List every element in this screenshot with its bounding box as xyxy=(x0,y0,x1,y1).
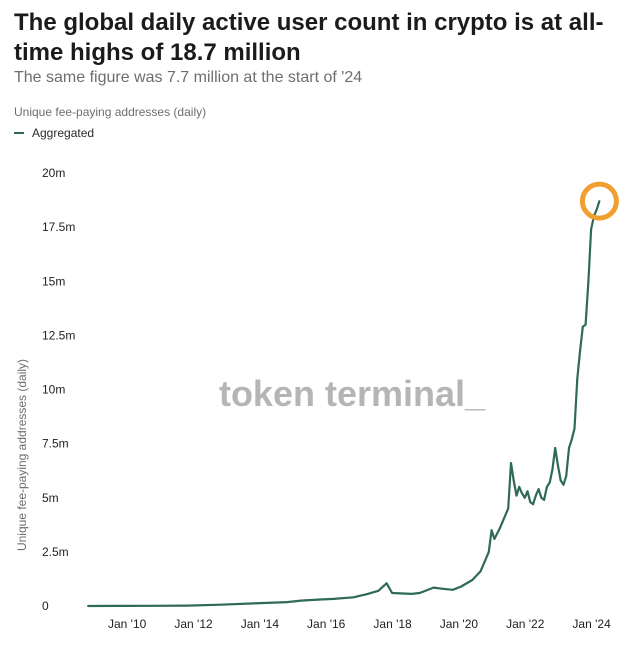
data-point xyxy=(584,323,587,326)
data-point xyxy=(333,597,336,600)
data-point xyxy=(286,601,289,604)
metric-label: Unique fee-paying addresses (daily) xyxy=(14,105,207,119)
data-point xyxy=(595,208,598,211)
y-tick-label: 15m xyxy=(42,274,65,288)
data-point xyxy=(493,537,496,540)
data-point xyxy=(581,325,584,328)
data-point xyxy=(515,494,518,497)
data-point xyxy=(487,550,490,553)
data-point xyxy=(598,200,601,203)
data-point xyxy=(559,479,562,482)
data-point xyxy=(490,529,493,532)
y-tick-label: 20m xyxy=(42,166,65,180)
x-tick-label: Jan '14 xyxy=(241,617,280,631)
y-axis: 0 2.5m 5m 7.5m 10m 12.5m 15m 17.5m 20m xyxy=(42,166,75,613)
y-axis-title: Unique fee-paying addresses (daily) xyxy=(15,359,29,551)
data-point xyxy=(440,587,443,590)
data-point xyxy=(540,496,543,499)
y-tick-label: 2.5m xyxy=(42,545,69,559)
data-point xyxy=(507,507,510,510)
x-axis: Jan '10 Jan '12 Jan '14 Jan '16 Jan '18 Jan '… xyxy=(108,617,611,631)
data-point xyxy=(418,592,421,595)
data-point xyxy=(299,599,302,602)
y-tick-label: 0 xyxy=(42,599,49,613)
data-point xyxy=(576,377,579,380)
y-tick-label: 12.5m xyxy=(42,328,75,342)
data-point xyxy=(521,492,524,495)
data-point xyxy=(568,446,571,449)
data-point xyxy=(551,468,554,471)
data-point xyxy=(319,598,322,601)
y-tick-label: 7.5m xyxy=(42,437,69,451)
x-tick-label: Jan '12 xyxy=(174,617,213,631)
legend: Aggregated xyxy=(14,126,94,140)
legend-swatch-aggregated xyxy=(14,132,24,134)
data-point xyxy=(391,592,394,595)
data-point xyxy=(554,446,557,449)
data-point xyxy=(153,604,156,607)
data-point xyxy=(579,349,582,352)
data-point xyxy=(399,592,402,595)
data-point xyxy=(498,527,501,530)
y-tick-label: 10m xyxy=(42,383,65,397)
x-tick-label: Jan '16 xyxy=(307,617,346,631)
data-point xyxy=(518,485,521,488)
data-point xyxy=(523,496,526,499)
data-point xyxy=(532,503,535,506)
data-point xyxy=(512,479,515,482)
data-point xyxy=(526,490,529,493)
data-point xyxy=(410,592,413,595)
y-tick-label: 5m xyxy=(42,491,59,505)
data-point xyxy=(451,588,454,591)
data-point xyxy=(573,427,576,430)
x-tick-label: Jan '22 xyxy=(506,617,545,631)
data-point xyxy=(562,483,565,486)
data-point xyxy=(548,481,551,484)
data-point xyxy=(509,462,512,465)
y-tick-label: 17.5m xyxy=(42,220,75,234)
data-point xyxy=(570,438,573,441)
data-point xyxy=(565,475,568,478)
data-point xyxy=(219,603,222,606)
all-time-high-marker xyxy=(579,181,619,221)
data-points xyxy=(87,200,601,607)
data-point xyxy=(120,604,123,607)
data-point xyxy=(545,485,548,488)
data-point xyxy=(471,579,474,582)
data-point xyxy=(87,605,89,607)
data-point xyxy=(534,494,537,497)
x-tick-label: Jan '18 xyxy=(373,617,412,631)
data-point xyxy=(385,582,388,585)
chart-title: The global daily active user count in cr… xyxy=(14,9,604,66)
data-point xyxy=(186,604,189,607)
data-point xyxy=(529,501,532,504)
data-point xyxy=(587,280,590,283)
legend-label-aggregated: Aggregated xyxy=(32,126,95,140)
data-point xyxy=(556,464,559,467)
data-point xyxy=(590,228,593,231)
data-point xyxy=(366,593,369,596)
x-tick-label: Jan '20 xyxy=(440,617,479,631)
data-point xyxy=(252,602,255,605)
data-point xyxy=(543,498,546,501)
chart-subtitle: The same figure was 7.7 million at the s… xyxy=(14,69,363,86)
data-point xyxy=(377,589,380,592)
series-line-aggregated xyxy=(87,200,601,608)
watermark-text: token terminal_ xyxy=(219,373,486,414)
data-point xyxy=(537,488,540,491)
x-tick-label: Jan '10 xyxy=(108,617,147,631)
x-tick-label: Jan '24 xyxy=(572,617,611,631)
data-point xyxy=(479,570,482,573)
data-point xyxy=(352,596,355,599)
data-point xyxy=(460,585,463,588)
data-point xyxy=(432,586,435,589)
